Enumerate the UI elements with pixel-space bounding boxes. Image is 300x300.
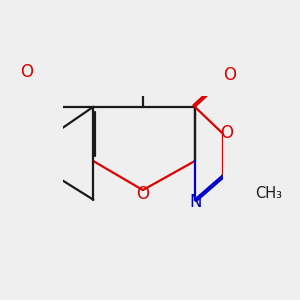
- Text: O: O: [136, 185, 148, 203]
- Text: CH₃: CH₃: [255, 186, 282, 201]
- Text: O: O: [20, 63, 33, 81]
- Text: O: O: [223, 66, 236, 84]
- Text: O: O: [220, 124, 233, 142]
- Text: N: N: [189, 193, 202, 211]
